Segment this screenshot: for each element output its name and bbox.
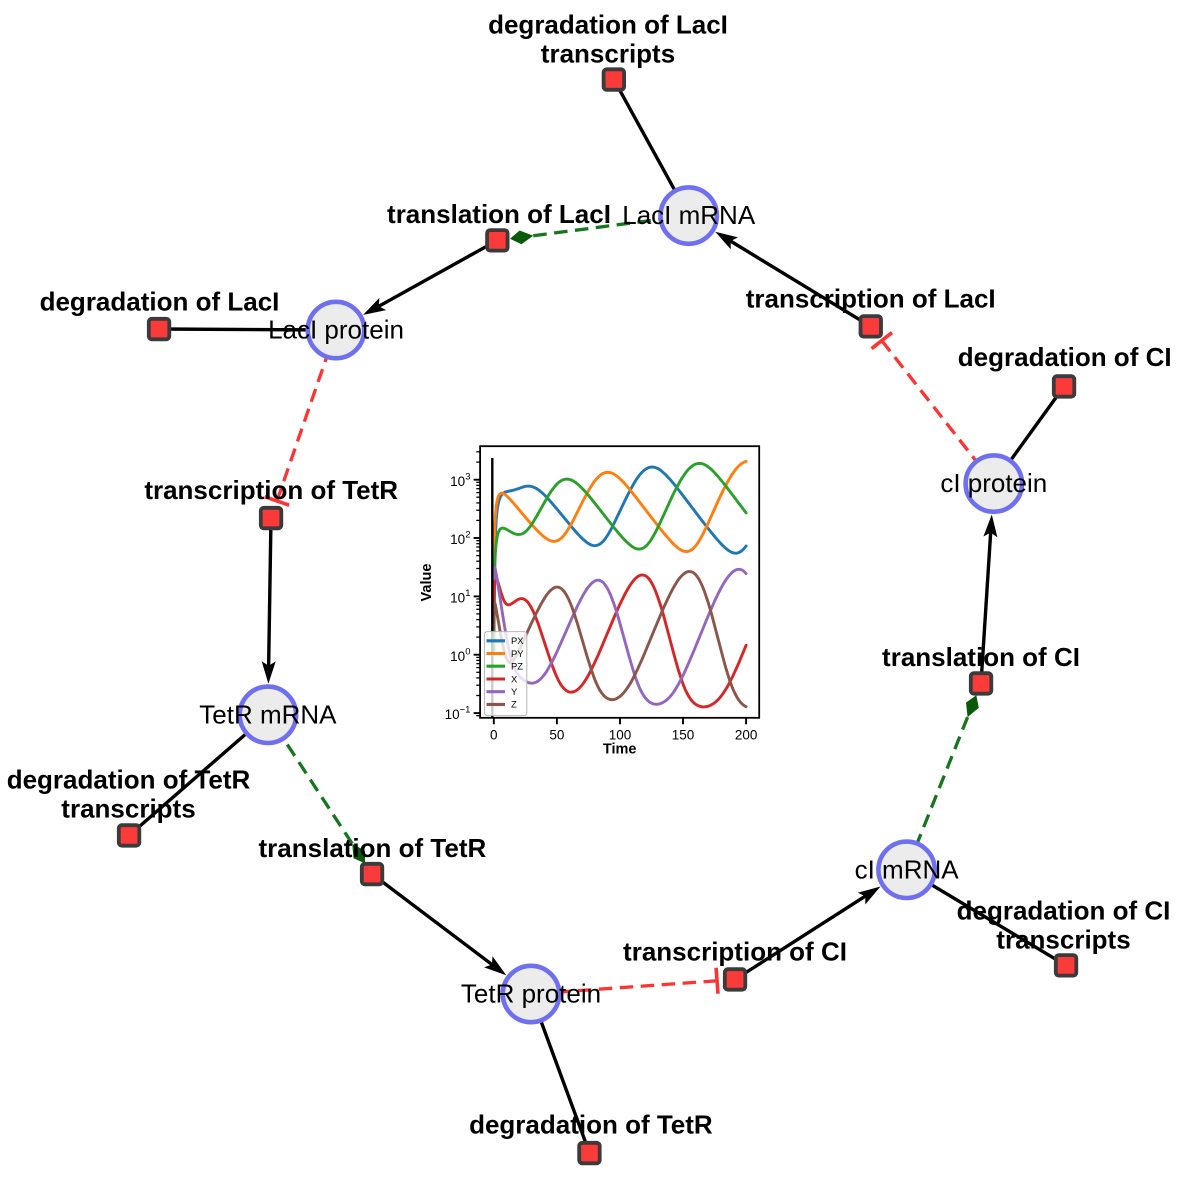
svg-text:Y: Y [511, 686, 518, 697]
svg-text:1: 1 [465, 588, 470, 599]
svg-text:X: X [511, 673, 518, 684]
svg-text:−1: −1 [460, 705, 471, 716]
svg-text:LacI protein: LacI protein [268, 315, 404, 345]
svg-text:150: 150 [672, 727, 695, 742]
svg-text:200: 200 [735, 727, 758, 742]
svg-text:3: 3 [465, 471, 470, 482]
svg-text:Time: Time [603, 742, 637, 758]
svg-text:10: 10 [445, 707, 460, 722]
svg-text:10: 10 [450, 591, 465, 606]
svg-text:0: 0 [490, 727, 498, 742]
svg-text:degradation of TetR: degradation of TetR [469, 1110, 713, 1140]
svg-text:100: 100 [609, 727, 632, 742]
svg-text:10: 10 [450, 474, 465, 489]
svg-text:PZ: PZ [511, 661, 523, 672]
svg-text:translation of TetR: translation of TetR [259, 833, 487, 863]
svg-text:degradation of CI: degradation of CI [957, 896, 1171, 926]
svg-text:50: 50 [549, 727, 564, 742]
svg-text:2: 2 [465, 530, 470, 541]
svg-text:transcripts: transcripts [61, 794, 195, 824]
svg-text:degradation of LacI: degradation of LacI [40, 287, 280, 317]
svg-text:TetR protein: TetR protein [461, 979, 601, 1009]
svg-text:translation of CI: translation of CI [882, 642, 1080, 672]
svg-text:transcripts: transcripts [541, 39, 675, 69]
svg-text:degradation of CI: degradation of CI [958, 342, 1172, 372]
svg-text:transcription of CI: transcription of CI [623, 937, 847, 967]
svg-text:10: 10 [450, 532, 465, 547]
svg-text:PY: PY [511, 648, 524, 659]
svg-text:LacI mRNA: LacI mRNA [622, 200, 756, 230]
svg-text:translation of LacI: translation of LacI [387, 199, 611, 229]
svg-text:TetR mRNA: TetR mRNA [199, 699, 337, 729]
svg-text:0: 0 [465, 646, 470, 657]
svg-text:degradation of LacI: degradation of LacI [488, 10, 728, 40]
svg-text:transcripts: transcripts [996, 925, 1130, 955]
svg-text:10: 10 [450, 649, 465, 664]
svg-text:Z: Z [511, 699, 517, 710]
svg-text:PX: PX [511, 635, 524, 646]
svg-text:cI mRNA: cI mRNA [855, 854, 960, 884]
svg-text:degradation of TetR: degradation of TetR [7, 765, 251, 795]
svg-text:transcription of TetR: transcription of TetR [144, 475, 398, 505]
svg-text:Value: Value [419, 564, 435, 602]
svg-text:transcription of LacI: transcription of LacI [746, 284, 996, 314]
svg-text:cI protein: cI protein [940, 468, 1047, 498]
